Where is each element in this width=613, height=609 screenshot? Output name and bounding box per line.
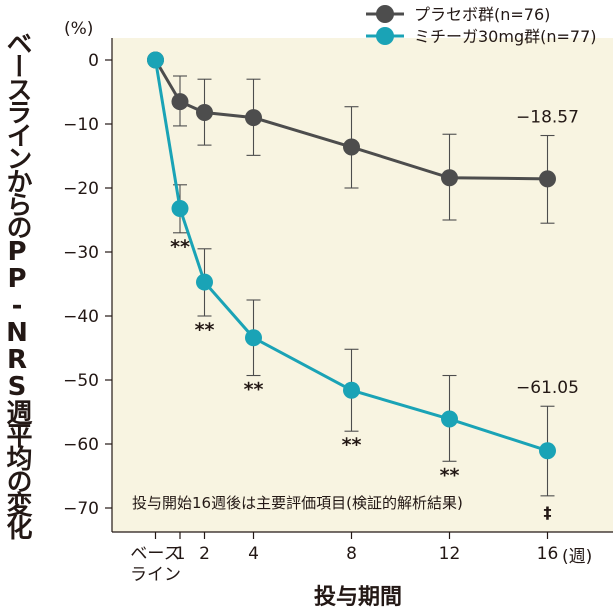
primary-endpoint-note: 投与開始16週後は主要評価項目(検証的解析結果) bbox=[132, 494, 463, 512]
y-tick-label: −40 bbox=[63, 307, 99, 327]
significance-marker: ** bbox=[342, 434, 362, 456]
y-axis-title: ベースラインからのPP-NRS週平均の変化率 bbox=[2, 30, 32, 537]
data-point bbox=[196, 273, 213, 291]
data-point bbox=[441, 169, 458, 187]
significance-marker: ** bbox=[170, 236, 190, 258]
data-point bbox=[343, 381, 360, 399]
significance-marker: ** bbox=[195, 319, 215, 341]
y-tick-label: −20 bbox=[63, 179, 99, 199]
x-tick-label: 2 bbox=[199, 544, 210, 564]
legend: プラセボ群(n=76) ミチーガ30mg群(n=77) bbox=[366, 5, 597, 46]
y-tick-label: −50 bbox=[63, 371, 99, 391]
series-layer: −18.57 ** ** ** ** ** ‡ −61.05 bbox=[147, 51, 579, 522]
data-point bbox=[539, 442, 556, 460]
x-tick-label: ベースライン bbox=[130, 544, 181, 585]
series-1: ** ** ** ** ** ‡ −61.05 bbox=[147, 51, 579, 522]
legend-label: プラセボ群(n=76) bbox=[414, 5, 550, 24]
legend-swatch-marker bbox=[376, 27, 394, 45]
data-point bbox=[245, 329, 262, 347]
data-point bbox=[343, 138, 360, 156]
significance-marker: ** bbox=[440, 464, 460, 486]
x-axis-title: 投与期間 bbox=[314, 585, 402, 609]
y-tick-label: −70 bbox=[63, 499, 99, 519]
x-tick-label: 8 bbox=[346, 544, 357, 564]
significance-marker: ** bbox=[244, 379, 264, 401]
x-tick-label: 12 bbox=[439, 544, 461, 564]
y-tick-label: −60 bbox=[63, 435, 99, 455]
y-tick-label: 0 bbox=[88, 51, 99, 71]
y-tick-label: −30 bbox=[63, 243, 99, 263]
data-point bbox=[196, 103, 213, 121]
end-value-label: −18.57 bbox=[516, 108, 579, 128]
x-tick-label: 16 bbox=[537, 544, 559, 564]
data-point bbox=[245, 109, 262, 127]
legend-label: ミチーガ30mg群(n=77) bbox=[414, 27, 597, 46]
y-unit-label: (%) bbox=[64, 19, 93, 39]
legend-swatch-marker bbox=[376, 5, 394, 23]
plot-background bbox=[112, 38, 613, 532]
y-tick-label: −10 bbox=[63, 115, 99, 135]
x-tick-label: 4 bbox=[248, 544, 259, 564]
data-point bbox=[147, 51, 164, 69]
x-unit-label: (週) bbox=[562, 547, 592, 567]
x-tick-label: 1 bbox=[175, 544, 186, 564]
data-point bbox=[539, 170, 556, 188]
end-value-label: −61.05 bbox=[516, 378, 579, 398]
data-point bbox=[171, 93, 189, 111]
significance-marker: ‡ bbox=[544, 503, 552, 522]
data-point bbox=[171, 199, 189, 217]
data-point bbox=[441, 410, 458, 428]
